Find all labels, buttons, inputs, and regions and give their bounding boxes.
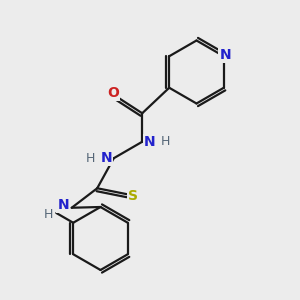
Text: H: H bbox=[161, 135, 170, 148]
Text: N: N bbox=[100, 151, 112, 165]
Text: N: N bbox=[144, 135, 155, 149]
Text: N: N bbox=[58, 198, 69, 212]
Text: H: H bbox=[85, 152, 95, 165]
Text: H: H bbox=[44, 208, 53, 221]
Text: O: O bbox=[107, 86, 119, 100]
Text: N: N bbox=[220, 48, 231, 62]
Text: S: S bbox=[128, 189, 138, 203]
